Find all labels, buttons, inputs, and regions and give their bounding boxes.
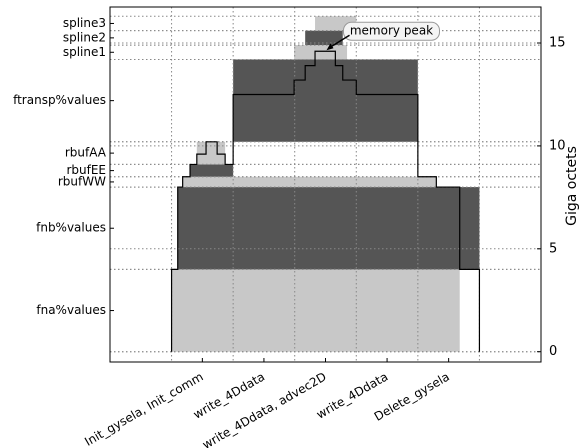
y-tick-label: spline2 [63, 30, 106, 44]
memory-block [177, 187, 480, 270]
x-tick-label: Init_gysela, Init_comm [82, 370, 205, 448]
y-tick-label: ftransp%values [13, 93, 106, 107]
y-tick-label: fna%values [36, 303, 106, 317]
memory-block [196, 141, 226, 165]
y-tick-label: spline1 [63, 45, 106, 59]
y-tick-label: spline3 [63, 16, 106, 30]
memory-block [305, 30, 343, 46]
plot-frame [109, 6, 542, 363]
annotation-arrowhead [326, 43, 334, 51]
y-tick-label: rbufWW [58, 174, 106, 188]
memory-block [171, 269, 460, 352]
y2-tick-label: 0 [549, 344, 557, 359]
memory-block [233, 59, 418, 142]
y-tick-label: fnb%values [36, 221, 106, 235]
y2-tick-label: 10 [549, 138, 566, 153]
y-tick-label: rbufAA [65, 146, 107, 160]
memory-curve [170, 50, 481, 352]
y2-tick-label: 5 [549, 241, 557, 256]
annotation-box [343, 21, 440, 41]
memory-block [182, 176, 437, 188]
y-tick-label: rbufEE [66, 163, 106, 177]
memory-block [294, 45, 348, 60]
y-axis-label: Giga octets [564, 146, 580, 226]
memory-block [190, 164, 234, 177]
annotation-text: memory peak [350, 24, 433, 38]
y2-tick-label: 15 [549, 36, 566, 51]
